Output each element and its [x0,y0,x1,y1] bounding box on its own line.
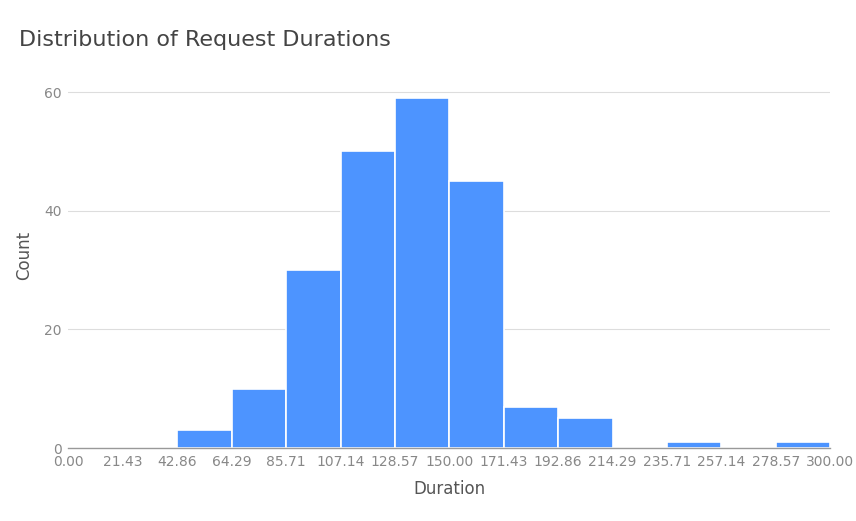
Bar [395,98,449,448]
Text: Distribution of Request Durations: Distribution of Request Durations [19,30,391,50]
Y-axis label: Count: Count [15,231,33,280]
Bar [449,181,504,448]
X-axis label: Duration: Duration [413,480,485,498]
Bar [776,442,830,448]
Bar [177,430,232,448]
Bar [232,389,286,448]
Bar [286,270,341,448]
Bar [558,418,613,448]
Bar [667,442,722,448]
Bar [341,152,395,448]
Bar [504,406,558,448]
